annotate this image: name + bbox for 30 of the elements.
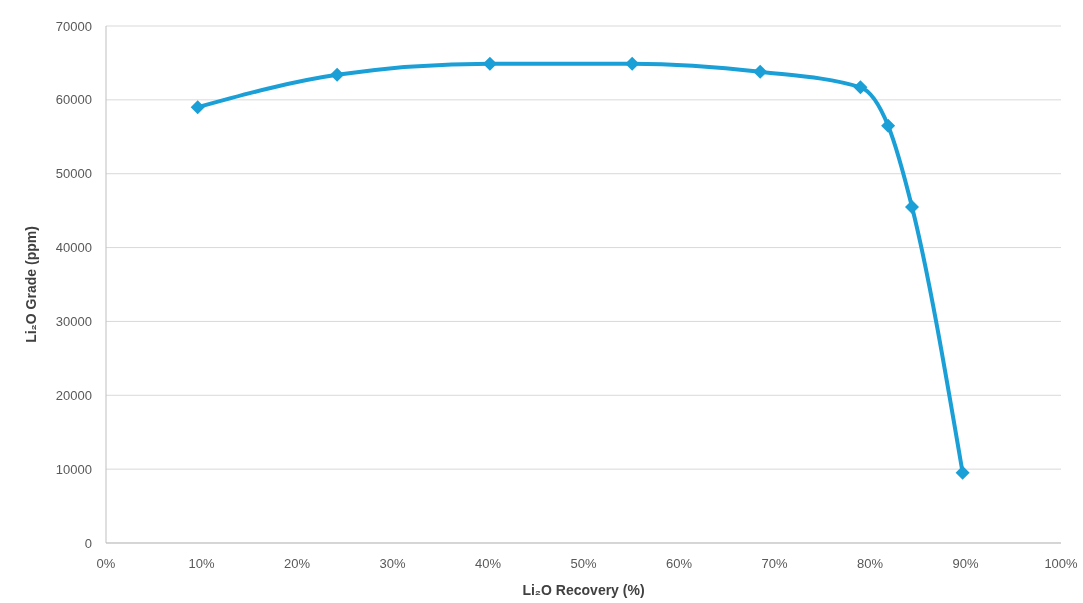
- y-tick-label: 30000: [55, 313, 92, 329]
- y-tick-label: 50000: [55, 166, 92, 182]
- x-axis-title: Li₂O Recovery (%): [522, 582, 645, 598]
- x-tick-label: 30%: [379, 556, 406, 571]
- x-tick-label: 10%: [188, 556, 215, 571]
- y-tick-label: 60000: [55, 92, 92, 108]
- x-tick-label: 50%: [570, 556, 597, 571]
- y-tick-label: 70000: [55, 18, 92, 34]
- point: [955, 465, 970, 480]
- x-tick-label: 60%: [665, 556, 693, 571]
- x-tick-label: 0%: [96, 556, 116, 571]
- point: [330, 67, 345, 82]
- x-tick-label: 80%: [856, 556, 884, 571]
- x-tick-label: 20%: [283, 556, 311, 571]
- x-tick-label: 70%: [761, 556, 788, 571]
- y-axis-title: Li₂O Grade (ppm): [23, 226, 39, 343]
- y-tick-label: 0: [84, 535, 92, 551]
- x-tick-label: 90%: [952, 556, 979, 571]
- point: [905, 199, 920, 214]
- y-tick-label: 40000: [55, 240, 92, 256]
- point: [881, 118, 896, 133]
- point: [190, 100, 205, 115]
- y-tick-label: 10000: [55, 461, 92, 477]
- point: [625, 56, 640, 71]
- y-tick-label: 20000: [55, 387, 92, 403]
- x-tick-label: 40%: [474, 556, 502, 571]
- point: [482, 56, 497, 71]
- x-tick-label: 100%: [1044, 556, 1079, 571]
- point: [853, 80, 868, 95]
- point: [753, 64, 768, 79]
